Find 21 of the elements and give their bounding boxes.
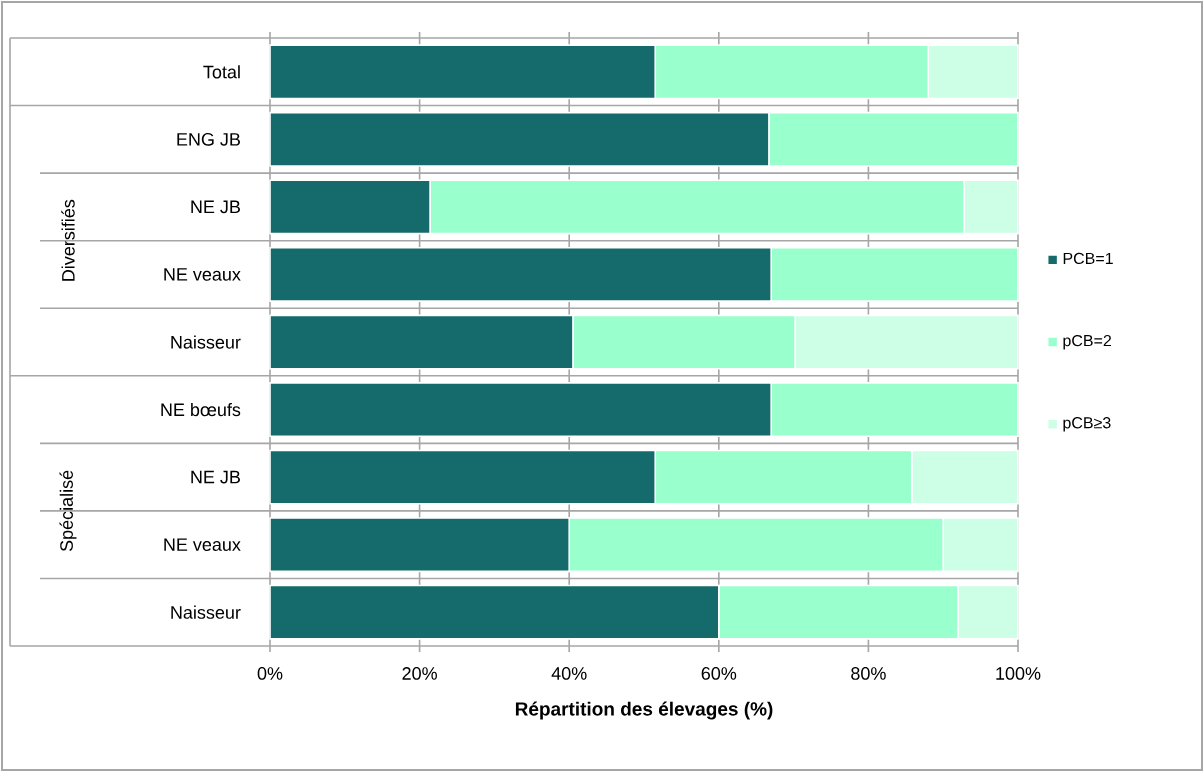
x-tick-label: 100% bbox=[996, 667, 1041, 680]
x-axis-title: Répartition des élevages (%) bbox=[515, 701, 773, 720]
legend-label: pCB=2 bbox=[1063, 334, 1111, 350]
text: Diversifiés bbox=[61, 199, 75, 281]
legend-label: PCB=1 bbox=[1063, 252, 1113, 265]
y-tick-label: Naisseur bbox=[171, 335, 241, 349]
x-tick-label: 80% bbox=[851, 667, 886, 680]
y-tick-label: NE JB bbox=[191, 200, 240, 214]
y-tick-label: ENG JB bbox=[177, 132, 240, 146]
y-tick-label: Total bbox=[203, 65, 240, 79]
y-tick-label: NE veaux bbox=[164, 538, 241, 551]
x-tick-label: 60% bbox=[701, 667, 737, 680]
y-tick-label: NE bœufs bbox=[161, 402, 241, 417]
x-tick-label: 20% bbox=[402, 667, 437, 680]
y-tick-label: NE veaux bbox=[164, 268, 241, 281]
y-tick-label: NE JB bbox=[191, 470, 240, 484]
legend-label: pCB≥3 bbox=[1063, 417, 1111, 432]
x-tick-label: 0% bbox=[257, 667, 283, 680]
text: Spécialisé bbox=[59, 470, 77, 552]
y-tick-label: Naisseur bbox=[171, 605, 241, 619]
x-tick-label: 40% bbox=[551, 667, 587, 680]
